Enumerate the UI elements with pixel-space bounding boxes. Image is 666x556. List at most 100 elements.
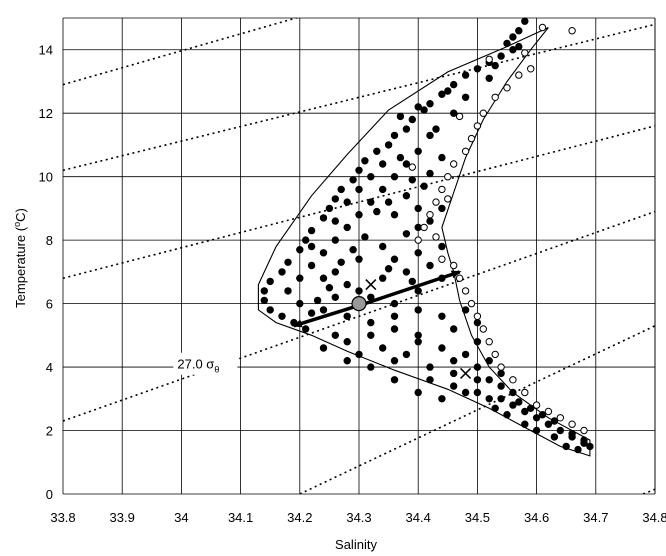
isopycnal-lines [63, 18, 655, 494]
data-point-filled [331, 268, 339, 276]
data-point-filled [497, 52, 505, 60]
x-tick-label: 34.5 [465, 510, 490, 525]
data-point-filled [402, 160, 411, 168]
data-point-open [414, 236, 422, 244]
annotation-subscript: θ [214, 365, 219, 375]
data-point-filled [390, 376, 399, 384]
x-axis-title: Salinity [335, 537, 377, 552]
data-point-filled [461, 71, 470, 79]
data-point-filled [408, 115, 416, 124]
data-point-filled [355, 166, 363, 175]
isopycnal-line [63, 210, 655, 422]
data-point-filled [355, 287, 363, 295]
data-point-filled [491, 61, 499, 70]
data-point-filled [438, 242, 446, 251]
data-point-open [461, 147, 470, 156]
data-point-filled [343, 223, 351, 232]
data-point-open [556, 414, 564, 422]
data-point-filled [503, 39, 511, 48]
data-point-filled [414, 287, 422, 295]
data-point-filled [574, 445, 582, 454]
data-point-filled [402, 125, 411, 133]
data-point-filled [355, 211, 363, 219]
data-point-filled [278, 312, 286, 320]
data-point-filled [355, 255, 363, 263]
data-point-filled [426, 100, 434, 108]
data-point-filled [450, 325, 458, 333]
data-point-open [544, 407, 553, 416]
data-point-open [485, 55, 493, 63]
data-point-open [473, 122, 482, 130]
data-point-filled [485, 357, 493, 365]
data-point-filled [497, 369, 505, 378]
data-point-filled [414, 331, 422, 339]
envelope [257, 27, 591, 457]
data-point-filled [373, 147, 381, 156]
data-point-filled [296, 246, 304, 254]
data-point-filled [296, 299, 304, 308]
data-point-filled [379, 185, 387, 194]
data-point-filled [390, 211, 399, 219]
data-point-open [485, 338, 493, 346]
data-point-filled [550, 433, 559, 441]
data-point-filled [473, 318, 482, 327]
grid [62, 17, 656, 495]
data-point-filled [408, 277, 416, 286]
data-point-filled [402, 350, 411, 359]
y-tick-label: 8 [46, 233, 53, 248]
data-point-filled [544, 420, 553, 428]
data-point-open [527, 65, 535, 73]
data-point-filled [402, 268, 411, 276]
data-point-filled [325, 204, 334, 213]
data-point-open [444, 195, 452, 203]
data-point-open [497, 363, 505, 371]
data-point-filled [408, 176, 416, 184]
data-point-filled [426, 217, 434, 225]
data-point-filled [509, 388, 517, 397]
data-point-filled [331, 217, 339, 225]
data-point-filled [361, 157, 369, 165]
data-point-filled [538, 411, 547, 419]
data-point-filled [414, 204, 422, 213]
y-tick-label: 6 [46, 297, 53, 312]
isopycnal-annotation: 27.0 σθ [177, 357, 219, 375]
data-point-filled [390, 357, 399, 365]
data-point-open [521, 388, 529, 397]
data-point-filled [426, 261, 434, 270]
data-point-open [473, 312, 482, 320]
data-point-open [503, 84, 511, 92]
data-point-filled [485, 395, 493, 403]
data-point-filled [509, 33, 517, 41]
data-point-filled [284, 287, 292, 295]
y-tick-label: 4 [46, 360, 53, 375]
data-point-filled [379, 344, 387, 352]
data-point-filled [284, 258, 292, 266]
data-point-filled [414, 103, 422, 111]
data-point-filled [562, 442, 570, 451]
center-marker [351, 296, 367, 312]
data-point-filled [384, 265, 393, 273]
data-point-open [438, 255, 446, 263]
data-point-filled [343, 198, 351, 206]
data-point-filled [349, 176, 357, 184]
data-point-filled [497, 395, 505, 403]
data-point-open [479, 109, 487, 117]
data-point-filled [509, 46, 517, 54]
data-point-filled [396, 153, 405, 162]
data-point-filled [379, 242, 387, 251]
data-point-filled [379, 160, 387, 168]
data-point-open [461, 287, 470, 295]
data-point-filled [367, 198, 375, 206]
data-point-filled [461, 93, 470, 102]
data-point-open [509, 376, 517, 384]
data-point-open [467, 134, 476, 143]
data-point-open [515, 71, 523, 79]
data-point-filled [515, 42, 523, 51]
data-point-filled [349, 246, 357, 254]
data-point-filled [367, 173, 375, 181]
data-point-filled [302, 325, 310, 333]
data-point-open [467, 299, 476, 308]
data-point-filled [550, 417, 559, 425]
data-point-filled [266, 277, 274, 286]
